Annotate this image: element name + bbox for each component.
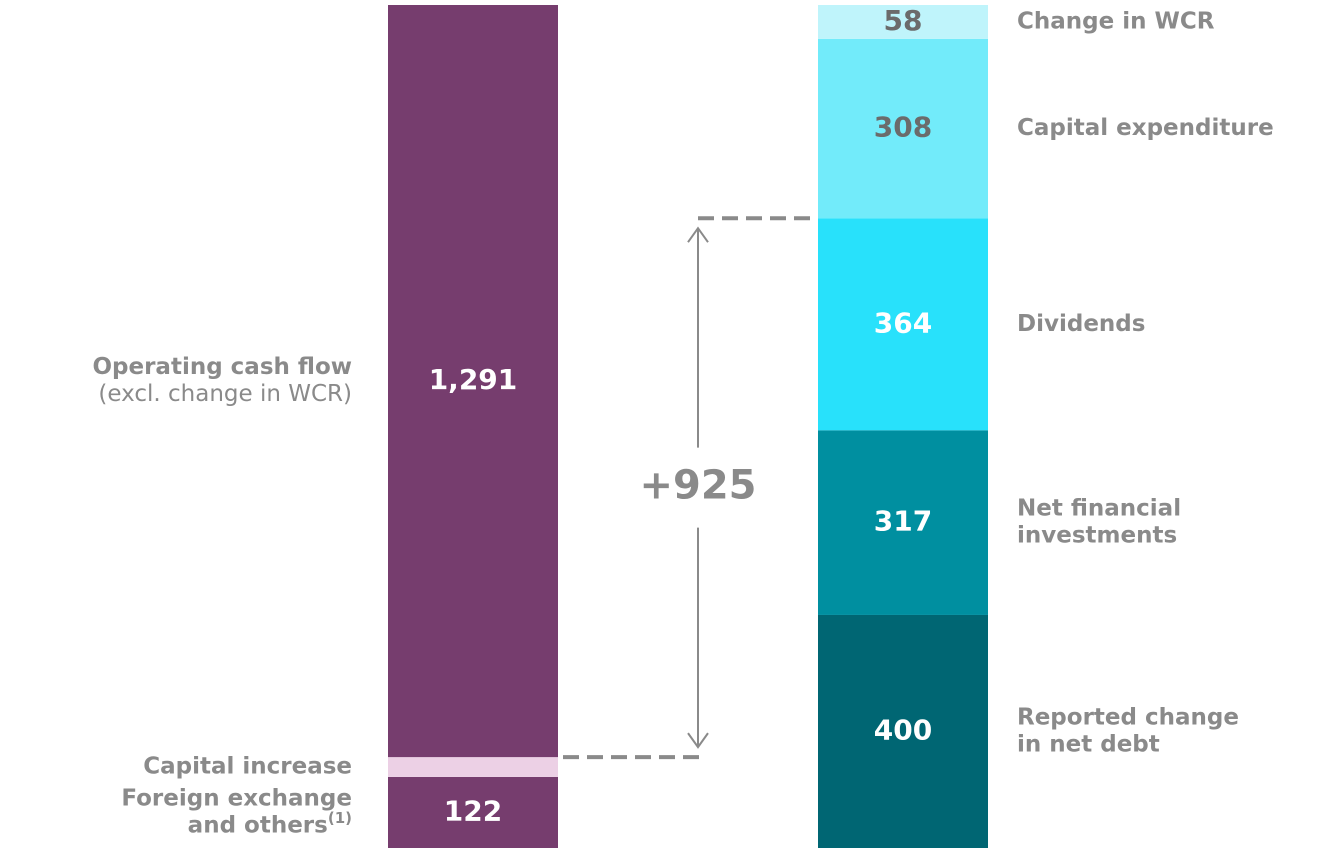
bar-segment [818,38,988,219]
segment-name: Dividends [1017,311,1145,337]
value-label: 1,291 [429,363,518,396]
value-label: 364 [874,306,932,339]
segment-name: and others(1) [188,808,352,838]
segment-name: in net debt [1017,731,1160,757]
segment-name: Operating cash flow [92,354,352,380]
annotation-label: +925 [639,463,756,509]
bar-segment [818,5,988,39]
segment-name: Reported change [1017,704,1239,730]
segment-note: (excl. change in WCR) [98,381,352,407]
segment-name: Capital expenditure [1017,115,1274,141]
bar-segment [818,614,988,848]
bar-segment [388,776,558,848]
bar-segment [388,5,558,758]
value-label: 400 [874,713,932,746]
segment-name: Capital increase [143,754,352,780]
note-marker: (1) [328,808,352,826]
arrow-head [687,226,709,243]
arrow-head [687,732,709,749]
segment-name: Net financial [1017,496,1181,522]
value-label: 58 [884,4,923,37]
bar-segment [818,430,988,615]
bar-segment [388,757,558,777]
value-label: 122 [444,794,502,827]
value-label: 317 [874,505,932,538]
segment-name: Change in WCR [1017,8,1215,34]
segment-name: Foreign exchange [121,785,352,811]
value-label: 308 [874,111,932,144]
bar-segment [818,218,988,431]
segment-name: investments [1017,523,1177,549]
